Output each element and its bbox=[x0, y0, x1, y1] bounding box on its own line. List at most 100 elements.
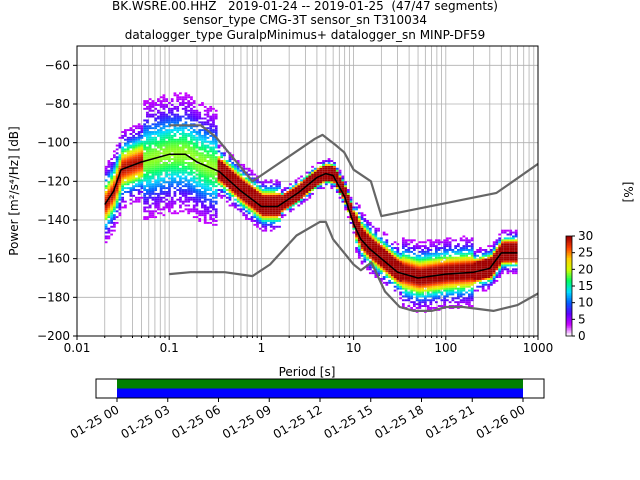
heatmap-cell bbox=[195, 140, 199, 143]
heatmap-cell bbox=[214, 165, 218, 168]
heatmap-cell bbox=[214, 163, 218, 166]
heatmap-cell bbox=[294, 181, 298, 184]
heatmap-cell bbox=[192, 142, 196, 145]
heatmap-cell bbox=[374, 262, 378, 265]
heatmap-cell bbox=[399, 278, 402, 280]
heatmap-cell bbox=[170, 177, 174, 180]
heatmap-cell bbox=[140, 142, 144, 145]
heatmap-cell bbox=[146, 206, 149, 209]
heatmap-cell bbox=[228, 165, 232, 168]
heatmap-cell bbox=[465, 247, 469, 249]
heatmap-cell bbox=[512, 231, 515, 234]
heatmap-cell bbox=[151, 136, 155, 139]
heatmap-cell bbox=[184, 127, 188, 130]
heatmap-cell bbox=[151, 138, 155, 141]
heatmap-cell bbox=[192, 189, 196, 191]
heatmap-cell bbox=[291, 191, 295, 193]
heatmap-cell bbox=[291, 192, 295, 195]
heatmap-cell bbox=[140, 148, 144, 151]
heatmap-cell bbox=[512, 260, 515, 263]
heatmap-cell bbox=[349, 204, 353, 207]
heatmap-cell bbox=[330, 181, 334, 184]
heatmap-cell bbox=[371, 239, 375, 242]
heatmap-cell bbox=[129, 163, 133, 166]
heatmap-cell bbox=[209, 146, 213, 149]
heatmap-cell bbox=[426, 268, 430, 271]
heatmap-cell bbox=[148, 165, 152, 168]
heatmap-cell bbox=[484, 258, 488, 261]
heatmap-cell bbox=[465, 299, 469, 302]
heatmap-cell bbox=[363, 231, 367, 234]
heatmap-cell bbox=[256, 214, 259, 217]
heatmap-cell bbox=[261, 214, 265, 217]
heatmap-cell bbox=[514, 268, 518, 271]
heatmap-cell bbox=[146, 127, 149, 130]
heatmap-cell bbox=[176, 107, 180, 110]
heatmap-cell bbox=[269, 218, 273, 220]
heatmap-cell bbox=[492, 281, 496, 284]
heatmap-cell bbox=[366, 256, 369, 259]
heatmap-cell bbox=[176, 156, 180, 159]
heatmap-cell bbox=[187, 129, 191, 132]
heatmap-cell bbox=[454, 268, 458, 271]
heatmap-cell bbox=[514, 247, 518, 249]
heatmap-cell bbox=[126, 154, 130, 157]
heatmap-cell bbox=[451, 270, 455, 273]
heatmap-cell bbox=[445, 283, 449, 286]
heatmap-cell bbox=[256, 220, 259, 222]
heatmap-cell bbox=[275, 214, 279, 217]
heatmap-cell bbox=[187, 152, 191, 155]
heatmap-cell bbox=[234, 202, 237, 205]
heatmap-cell bbox=[330, 177, 334, 180]
heatmap-cell bbox=[286, 191, 290, 193]
heatmap-cell bbox=[437, 262, 441, 265]
heatmap-cell bbox=[176, 96, 180, 99]
heatmap-cell bbox=[443, 268, 446, 271]
heatmap-cell bbox=[203, 133, 207, 135]
heatmap-cell bbox=[440, 270, 444, 273]
heatmap-cell bbox=[140, 181, 144, 184]
heatmap-cell bbox=[214, 179, 218, 182]
heatmap-cell bbox=[443, 243, 446, 246]
heatmap-cell bbox=[357, 250, 361, 253]
heatmap-cell bbox=[457, 303, 460, 306]
heatmap-cell bbox=[170, 136, 174, 139]
heatmap-cell bbox=[170, 107, 174, 110]
heatmap-cell bbox=[465, 264, 469, 267]
heatmap-cell bbox=[451, 249, 455, 251]
heatmap-cell bbox=[267, 204, 270, 207]
heatmap-cell bbox=[258, 181, 262, 184]
heatmap-cell bbox=[481, 289, 485, 292]
heatmap-cell bbox=[360, 247, 364, 249]
heatmap-cell bbox=[179, 129, 182, 132]
heatmap-cell bbox=[234, 191, 237, 193]
colorbar-cell bbox=[566, 281, 572, 283]
heatmap-cell bbox=[379, 250, 383, 253]
heatmap-cell bbox=[159, 192, 163, 195]
heatmap-cell bbox=[137, 152, 141, 155]
heatmap-cell bbox=[459, 274, 463, 277]
heatmap-cell bbox=[503, 268, 507, 271]
heatmap-cell bbox=[173, 138, 177, 141]
heatmap-cell bbox=[250, 206, 254, 209]
heatmap-cell bbox=[388, 258, 391, 261]
heatmap-cell bbox=[165, 144, 169, 147]
heatmap-cell bbox=[220, 185, 224, 188]
heatmap-cell bbox=[184, 177, 188, 180]
coverage-tick-label: 01-25 00 bbox=[68, 402, 122, 441]
heatmap-cell bbox=[313, 169, 317, 172]
heatmap-cell bbox=[341, 179, 345, 182]
heatmap-cell bbox=[451, 287, 455, 290]
heatmap-cell bbox=[261, 206, 265, 209]
heatmap-cell bbox=[443, 252, 446, 255]
heatmap-cell bbox=[203, 148, 207, 151]
heatmap-cell bbox=[170, 202, 174, 205]
heatmap-cell bbox=[214, 216, 218, 219]
heatmap-cell bbox=[355, 247, 358, 249]
heatmap-cell bbox=[426, 283, 430, 286]
heatmap-cell bbox=[445, 287, 449, 290]
heatmap-cell bbox=[360, 252, 364, 255]
heatmap-cell bbox=[396, 278, 400, 280]
heatmap-cell bbox=[421, 252, 424, 255]
heatmap-cell bbox=[462, 289, 466, 292]
